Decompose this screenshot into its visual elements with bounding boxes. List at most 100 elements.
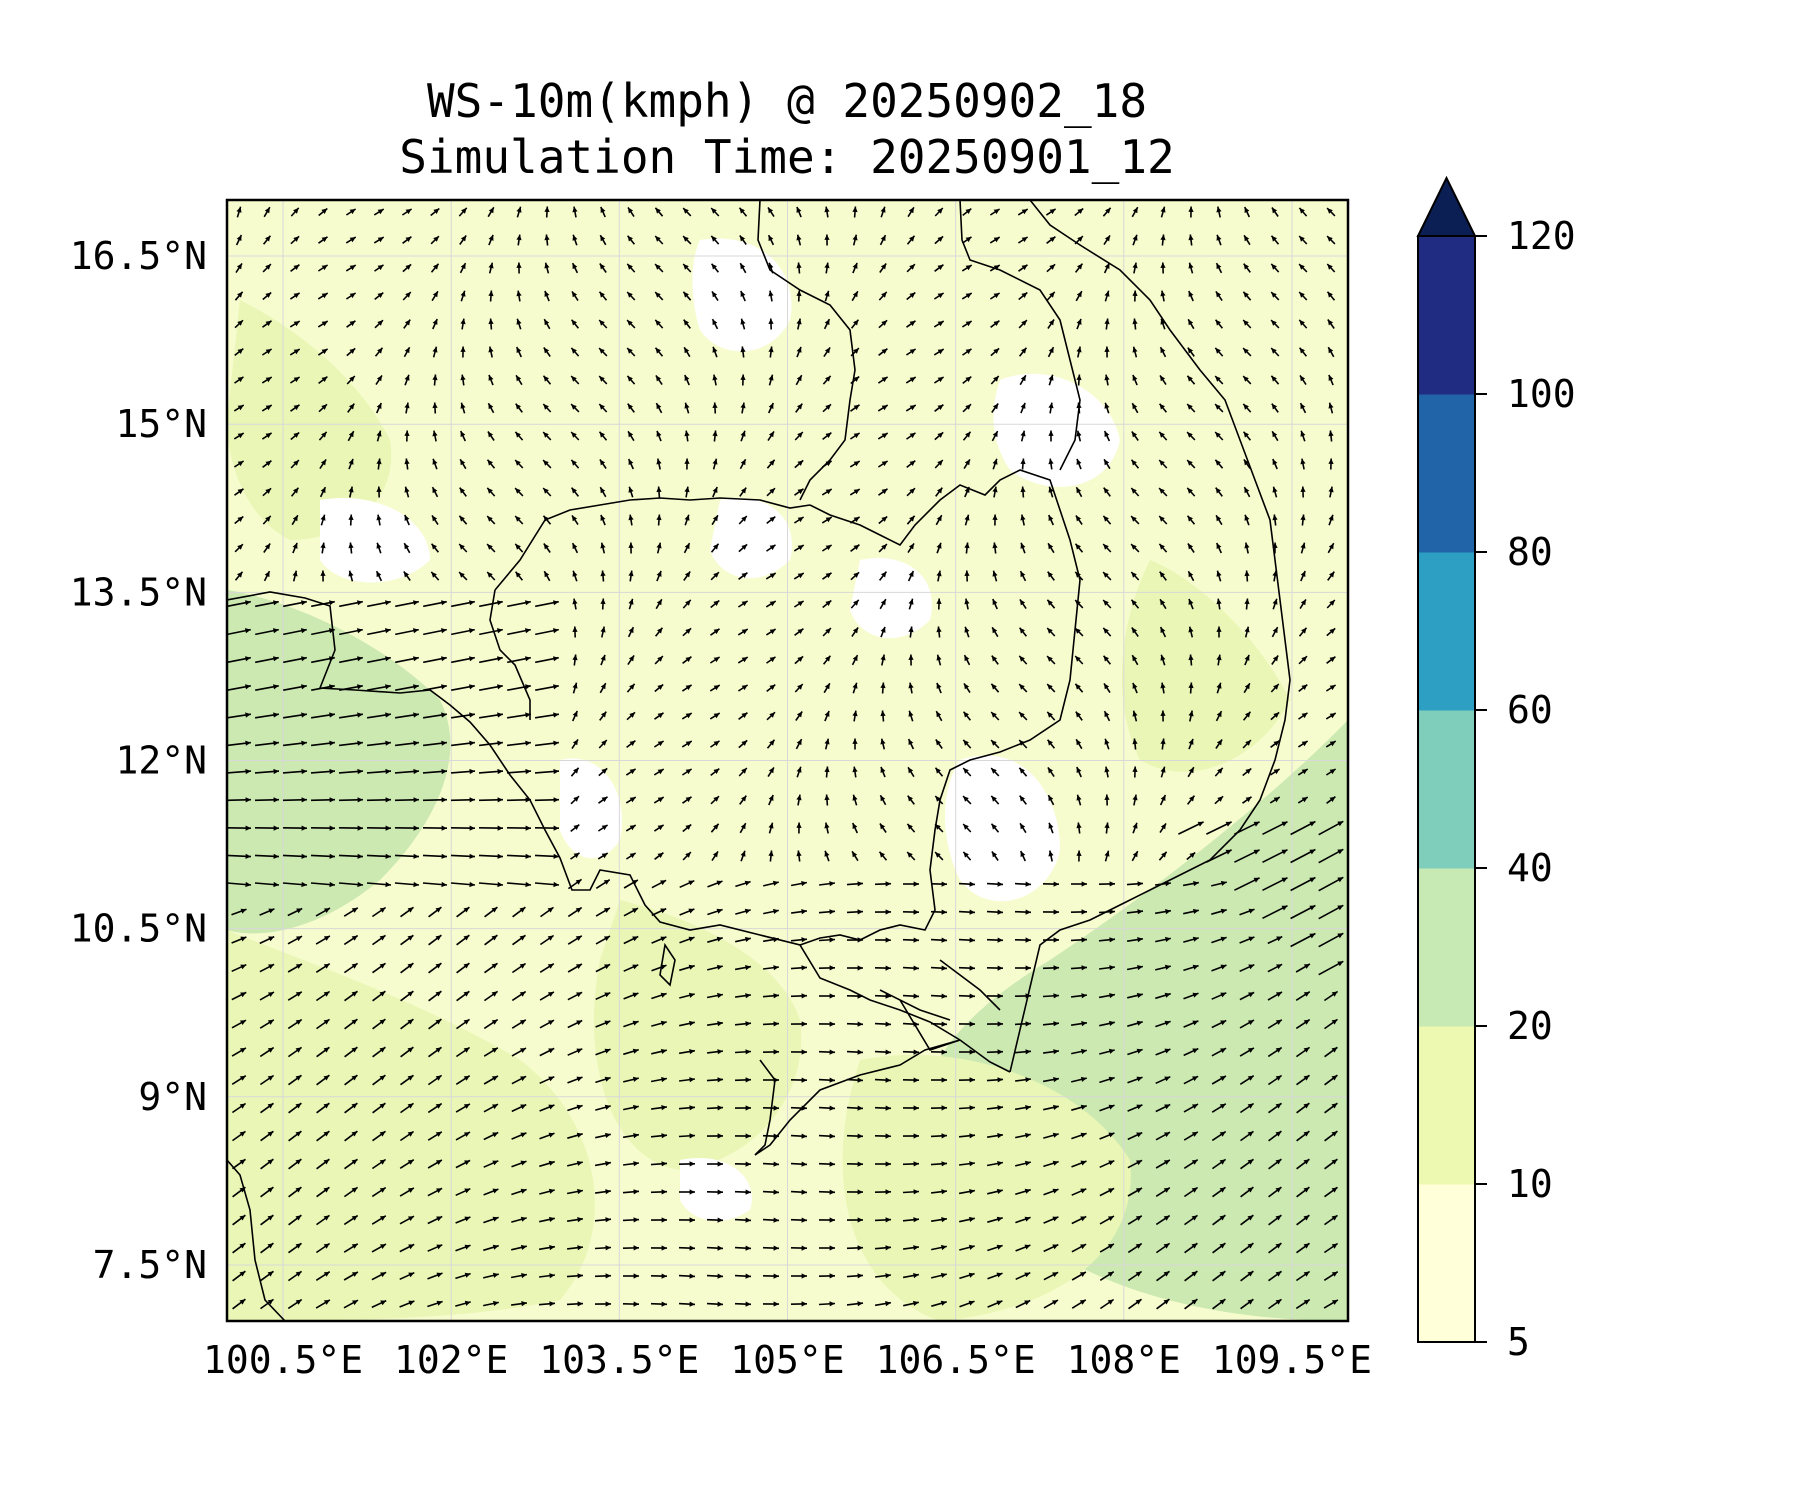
wind-arrow (1075, 738, 1083, 750)
wind-arrow (1132, 738, 1138, 750)
wind-arrow (374, 264, 384, 272)
wind-arrow (263, 570, 271, 582)
wind-arrow (986, 881, 1004, 887)
wind-arrow (320, 542, 326, 554)
wind-arrow (318, 207, 328, 217)
wind-arrow (1132, 318, 1138, 330)
wind-arrow (538, 1245, 556, 1251)
wind-arrow (259, 908, 275, 916)
wind-arrow (432, 374, 438, 386)
wind-arrow (236, 206, 242, 218)
wind-arrow (511, 1132, 527, 1140)
wind-arrow (1074, 571, 1084, 581)
wind-arrow (339, 600, 363, 608)
wind-arrow (958, 1133, 976, 1139)
wind-arrow (1268, 1270, 1282, 1282)
wind-arrow (263, 206, 271, 218)
wind-arrow (371, 1243, 387, 1253)
wind-arrow (712, 430, 718, 442)
wind-arrow (1242, 796, 1252, 804)
wind-arrow (1212, 1270, 1226, 1282)
wind-arrow (678, 1133, 696, 1139)
wind-arrow (231, 963, 247, 973)
wind-arrow (1262, 848, 1288, 864)
wind-arrow (1187, 543, 1195, 553)
wind-arrow (1075, 290, 1083, 302)
wind-arrow (1183, 1075, 1199, 1085)
wind-arrow (710, 740, 720, 748)
wind-arrow (734, 1273, 752, 1279)
wind-arrow (1324, 1130, 1338, 1142)
wind-arrow (235, 234, 243, 246)
wind-arrow (1240, 1242, 1254, 1254)
wind-arrow (678, 1245, 696, 1251)
wind-arrow (1268, 1130, 1282, 1142)
wind-arrow (1300, 430, 1306, 442)
wind-arrow (1015, 965, 1031, 971)
wind-arrow (232, 1298, 246, 1310)
wind-arrow (450, 881, 476, 888)
wind-arrow (874, 1133, 892, 1139)
wind-arrow (681, 684, 693, 692)
wind-arrow (1018, 683, 1028, 693)
wind-arrow (507, 656, 531, 664)
wind-arrow (963, 654, 971, 666)
wind-arrow (1214, 319, 1224, 329)
wind-arrow (287, 991, 303, 1001)
wind-arrow (655, 598, 663, 610)
wind-arrow (376, 486, 382, 498)
wind-arrow (794, 655, 804, 665)
wind-arrow (1071, 1076, 1087, 1083)
wind-arrow (1298, 712, 1308, 720)
wind-arrow (846, 1217, 864, 1223)
wind-arrow (824, 766, 830, 778)
wind-arrow (458, 207, 468, 217)
wind-arrow (762, 1021, 780, 1027)
wind-arrow (934, 431, 944, 441)
wind-arrow (1104, 850, 1110, 862)
wind-arrow (422, 853, 448, 859)
wind-arrow (707, 880, 723, 888)
wind-arrow (287, 1270, 303, 1282)
wind-arrow (366, 797, 392, 803)
wind-arrow (678, 1217, 696, 1223)
wind-arrow (878, 319, 888, 329)
wind-arrow (738, 543, 748, 553)
wind-arrow (1183, 1047, 1199, 1057)
wind-arrow (849, 516, 861, 524)
wind-arrow (511, 1216, 527, 1223)
wind-arrow (338, 881, 364, 888)
wind-arrow (989, 264, 1001, 272)
wind-arrow (400, 1102, 414, 1114)
wind-arrow (824, 234, 830, 246)
wind-arrow (790, 1161, 808, 1167)
wind-arrow (790, 1217, 808, 1223)
wind-arrow (1206, 821, 1232, 835)
wind-arrow (902, 909, 920, 915)
wind-arrow (936, 598, 942, 610)
wind-arrow (423, 684, 447, 691)
wind-arrow (874, 993, 892, 999)
wind-arrow (1048, 822, 1054, 834)
wind-arrow (400, 1018, 414, 1030)
wind-arrow (1324, 1046, 1338, 1058)
wind-arrow (597, 852, 609, 860)
wind-arrow (1098, 937, 1116, 943)
wind-arrow (1014, 1105, 1032, 1111)
wind-arrow (516, 318, 522, 330)
wind-arrow (874, 1077, 892, 1083)
wind-arrow (795, 711, 803, 721)
wind-arrow (907, 206, 915, 218)
wind-arrow (344, 990, 358, 1002)
wind-arrow (622, 1301, 640, 1307)
wind-arrow (455, 1300, 471, 1307)
wind-arrow (908, 682, 914, 694)
wind-arrow (1155, 1103, 1171, 1113)
wind-arrow (1326, 263, 1336, 273)
wind-arrow (432, 458, 438, 470)
wind-arrow (455, 1046, 471, 1058)
wind-arrow (936, 654, 942, 666)
wind-arrow (310, 768, 336, 775)
wind-arrow (737, 656, 749, 664)
